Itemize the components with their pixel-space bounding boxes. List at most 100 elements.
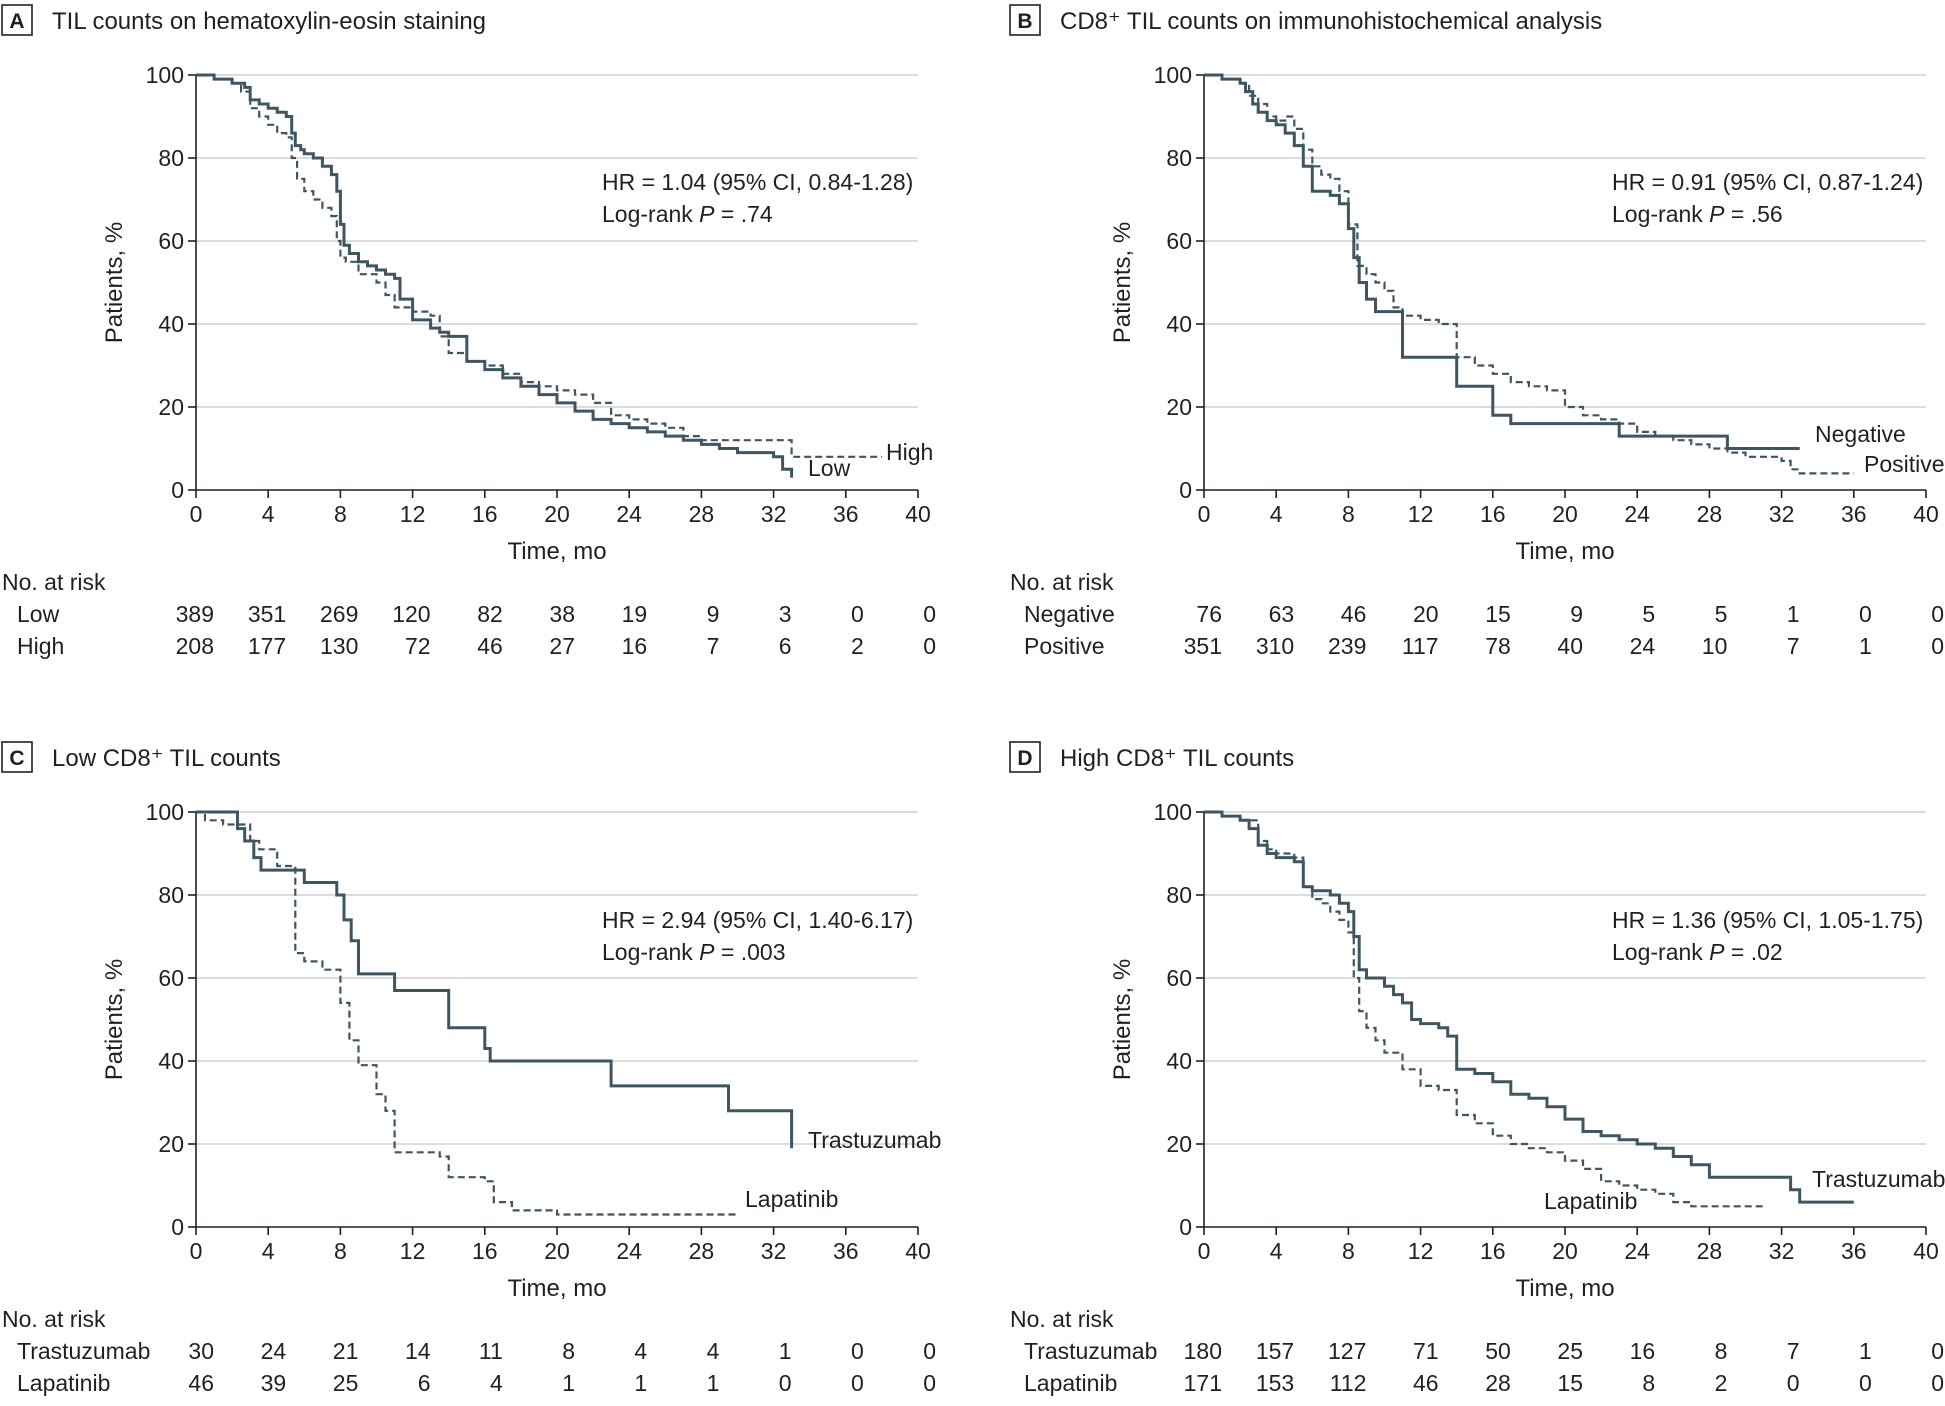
y-tick-label: 40 (158, 311, 184, 337)
risk-count: 171 (1184, 1370, 1222, 1396)
series-label-trastuzumab: Trastuzumab (1812, 1166, 1945, 1192)
series-line-high (196, 73, 882, 458)
x-tick-label: 28 (1697, 501, 1723, 527)
risk-count: 15 (1485, 601, 1511, 627)
y-axis-label: Patients, % (1109, 222, 1136, 343)
risk-count: 46 (477, 633, 503, 659)
risk-count: 4 (634, 1338, 647, 1364)
x-tick-label: 8 (1342, 1238, 1355, 1264)
x-tick-label: 20 (1552, 501, 1578, 527)
x-tick-label: 16 (1480, 1238, 1506, 1264)
risk-count: 30 (188, 1338, 214, 1364)
x-tick-label: 16 (472, 501, 498, 527)
risk-count: 4 (707, 1338, 720, 1364)
x-tick-label: 24 (616, 501, 642, 527)
risk-count: 0 (779, 1370, 792, 1396)
series-line-lapatinib (196, 810, 738, 1216)
risk-count: 0 (851, 1370, 864, 1396)
x-axis-label: Time, mo (1515, 1275, 1614, 1302)
y-tick-label: 80 (1166, 882, 1192, 908)
series-label-high: High (886, 439, 933, 465)
risk-count: 15 (1557, 1370, 1583, 1396)
risk-count: 8 (1642, 1370, 1655, 1396)
risk-count: 16 (1630, 1338, 1656, 1364)
y-tick-label: 100 (1154, 799, 1192, 825)
risk-count: 50 (1485, 1338, 1511, 1364)
risk-count: 46 (188, 1370, 214, 1396)
x-axis-label: Time, mo (1515, 538, 1614, 565)
x-tick-label: 36 (833, 1238, 859, 1264)
risk-count: 5 (1715, 601, 1728, 627)
risk-count: 28 (1485, 1370, 1511, 1396)
x-tick-label: 0 (1198, 501, 1211, 527)
hazard-ratio-text: HR = 1.04 (95% CI, 0.84-1.28) (602, 169, 913, 195)
risk-count: 7 (707, 633, 720, 659)
panel-title: TIL counts on hematoxylin-eosin staining (52, 8, 486, 35)
risk-row-label: Positive (1024, 633, 1105, 659)
log-rank-text: Log-rank P = .56 (1612, 201, 1783, 227)
x-tick-label: 24 (616, 1238, 642, 1264)
risk-count: 0 (923, 633, 936, 659)
y-tick-label: 20 (158, 394, 184, 420)
y-tick-label: 60 (1166, 965, 1192, 991)
y-tick-label: 60 (158, 965, 184, 991)
risk-count: 0 (1931, 1370, 1944, 1396)
y-tick-label: 0 (1179, 1214, 1192, 1240)
hazard-ratio-text: HR = 0.91 (95% CI, 0.87-1.24) (1612, 169, 1923, 195)
risk-count: 239 (1328, 633, 1366, 659)
y-tick-label: 100 (1154, 62, 1192, 88)
risk-count: 0 (1859, 1370, 1872, 1396)
risk-count: 0 (923, 1338, 936, 1364)
x-tick-label: 36 (1841, 501, 1867, 527)
risk-count: 6 (779, 633, 792, 659)
y-tick-label: 100 (146, 799, 184, 825)
y-tick-label: 60 (1166, 228, 1192, 254)
x-tick-label: 20 (544, 1238, 570, 1264)
x-tick-label: 32 (1769, 1238, 1795, 1264)
y-tick-label: 0 (171, 1214, 184, 1240)
x-tick-label: 36 (1841, 1238, 1867, 1264)
panel-label: B (1017, 10, 1032, 33)
risk-count: 5 (1642, 601, 1655, 627)
risk-row-label: Lapatinib (1024, 1370, 1117, 1396)
hazard-ratio-text: HR = 2.94 (95% CI, 1.40-6.17) (602, 907, 913, 933)
risk-count: 63 (1269, 601, 1295, 627)
x-tick-label: 0 (190, 1238, 203, 1264)
panel-a: A TIL counts on hematoxylin-eosin stainin… (1, 4, 936, 659)
x-tick-label: 4 (262, 1238, 275, 1264)
risk-row-label: Trastuzumab (17, 1338, 150, 1364)
panel-badge-box (1009, 741, 1041, 773)
series-line-positive (1204, 73, 1854, 475)
x-tick-label: 4 (1270, 1238, 1283, 1264)
panel-badge-box (1, 741, 33, 773)
panel-title: High CD8⁺ TIL counts (1060, 745, 1294, 772)
x-tick-label: 28 (1697, 1238, 1723, 1264)
risk-count: 4 (490, 1370, 503, 1396)
series-line-low (196, 73, 794, 478)
risk-count: 0 (1859, 601, 1872, 627)
risk-count: 16 (622, 633, 648, 659)
risk-count: 0 (923, 601, 936, 627)
series-label-negative: Negative (1815, 421, 1906, 447)
x-tick-label: 8 (334, 501, 347, 527)
x-tick-label: 16 (1480, 501, 1506, 527)
risk-count: 46 (1413, 1370, 1439, 1396)
risk-count: 120 (392, 601, 430, 627)
x-tick-label: 28 (689, 1238, 715, 1264)
risk-count: 0 (1931, 1338, 1944, 1364)
x-tick-label: 32 (761, 501, 787, 527)
panel-title: Low CD8⁺ TIL counts (52, 745, 281, 772)
x-tick-label: 12 (1408, 501, 1434, 527)
y-tick-label: 20 (1166, 1131, 1192, 1157)
risk-count: 40 (1557, 633, 1583, 659)
y-axis-label: Patients, % (101, 959, 128, 1080)
panel-label: A (9, 10, 24, 33)
x-tick-label: 8 (1342, 501, 1355, 527)
risk-row-label: Lapatinib (17, 1370, 110, 1396)
x-tick-label: 40 (1913, 1238, 1939, 1264)
risk-count: 7 (1787, 633, 1800, 659)
risk-count: 71 (1413, 1338, 1439, 1364)
hazard-ratio-text: HR = 1.36 (95% CI, 1.05-1.75) (1612, 907, 1923, 933)
x-tick-label: 4 (1270, 501, 1283, 527)
